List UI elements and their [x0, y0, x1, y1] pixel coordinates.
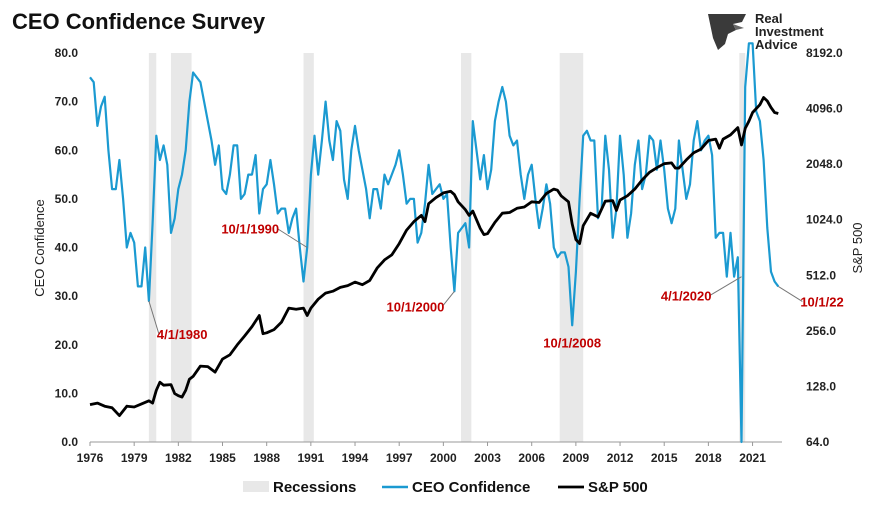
y-left-label: CEO Confidence	[32, 199, 47, 297]
recession-band-4	[559, 53, 584, 442]
x-tick-label-11: 2009	[563, 451, 590, 465]
legend-label-recessions: Recessions	[273, 479, 356, 496]
annotation-label-3: 10/1/2008	[543, 335, 601, 350]
annotation-label-1: 10/1/1990	[221, 222, 279, 237]
y-right-axis-ticks: 64.0 128.0 256.0 512.0 1024.0 2048.0 4096.0 819…	[806, 46, 843, 449]
y-left-tick-label-0: 0.0	[61, 435, 78, 449]
y-left-tick-label-8: 80.0	[55, 46, 79, 60]
recession-band-3	[461, 53, 472, 442]
y-right-tick-label-4: 1024.0	[806, 213, 843, 227]
x-tick-label-3: 1985	[209, 451, 236, 465]
chart-title: CEO Confidence Survey	[12, 9, 266, 34]
legend-swatch-recessions	[243, 481, 269, 492]
y-right-tick-label-6: 4096.0	[806, 102, 843, 116]
y-left-tick-label-4: 40.0	[55, 241, 79, 255]
recession-band-2	[303, 53, 314, 442]
x-tick-label-2: 1982	[165, 451, 192, 465]
y-right-tick-label-2: 256.0	[806, 324, 836, 338]
legend-label-sp500: S&P 500	[588, 479, 648, 496]
y-left-axis-ticks: 0.0 10.0 20.0 30.0 40.0 50.0 60.0 70.0 80.0	[55, 46, 79, 449]
y-right-tick-label-5: 2048.0	[806, 157, 843, 171]
series-lines	[89, 42, 780, 444]
x-tick-label-15: 2021	[739, 451, 766, 465]
y-left-tick-label-5: 50.0	[55, 192, 79, 206]
y-right-tick-label-7: 8192.0	[806, 46, 843, 60]
logo-line-3: Advice	[755, 37, 798, 52]
annotation-leader-5	[778, 285, 803, 302]
annotation-leader-2	[442, 290, 455, 307]
annotation-label-4: 4/1/2020	[661, 289, 712, 304]
annotation-label-2: 10/1/2000	[387, 299, 445, 314]
x-tick-label-9: 2003	[474, 451, 501, 465]
legend-label-ceo-confidence: CEO Confidence	[412, 479, 530, 496]
y-right-tick-label-1: 128.0	[806, 379, 836, 393]
x-tick-label-10: 2006	[518, 451, 545, 465]
x-tick-label-14: 2018	[695, 451, 722, 465]
annotation-label-0: 4/1/1980	[157, 327, 208, 342]
x-tick-label-6: 1994	[342, 451, 369, 465]
y-left-tick-label-6: 60.0	[55, 143, 79, 157]
annotation-leader-0	[148, 300, 160, 335]
annotation-label-5: 10/1/22	[800, 294, 843, 309]
eagle-head-icon	[708, 14, 746, 50]
x-axis-ticks: 1976 1979 1982 1985 1988 1991 1994 1997 2000 2003…	[77, 442, 766, 465]
eagle-beak-icon	[733, 24, 744, 30]
y-right-tick-label-3: 512.0	[806, 268, 836, 282]
logo-line-2: Investment	[755, 24, 824, 39]
y-left-tick-label-1: 10.0	[55, 386, 79, 400]
recession-band-0	[148, 53, 157, 442]
series-line-1	[89, 96, 779, 417]
y-right-tick-label-0: 64.0	[806, 435, 830, 449]
x-tick-label-0: 1976	[77, 451, 104, 465]
y-left-tick-label-2: 20.0	[55, 338, 79, 352]
x-tick-label-5: 1991	[297, 451, 324, 465]
y-right-label: S&P 500	[850, 222, 865, 273]
x-tick-label-1: 1979	[121, 451, 148, 465]
y-left-tick-label-3: 30.0	[55, 289, 79, 303]
annotations: 4/1/1980 10/1/1990 10/1/2000 10/1/2008 4/1/2…	[148, 222, 844, 350]
x-tick-label-12: 2012	[607, 451, 634, 465]
x-tick-label-8: 2000	[430, 451, 457, 465]
recession-band-5	[739, 53, 746, 442]
annotation-leader-4	[709, 276, 742, 297]
annotation-leader-1	[276, 228, 308, 248]
x-tick-label-13: 2015	[651, 451, 678, 465]
legend: Recessions CEO Confidence S&P 500	[243, 479, 648, 496]
y-left-tick-label-7: 70.0	[55, 95, 79, 109]
logo: Real Investment Advice	[708, 11, 824, 52]
logo-line-1: Real	[755, 11, 782, 26]
x-tick-label-4: 1988	[253, 451, 280, 465]
x-tick-label-7: 1997	[386, 451, 413, 465]
